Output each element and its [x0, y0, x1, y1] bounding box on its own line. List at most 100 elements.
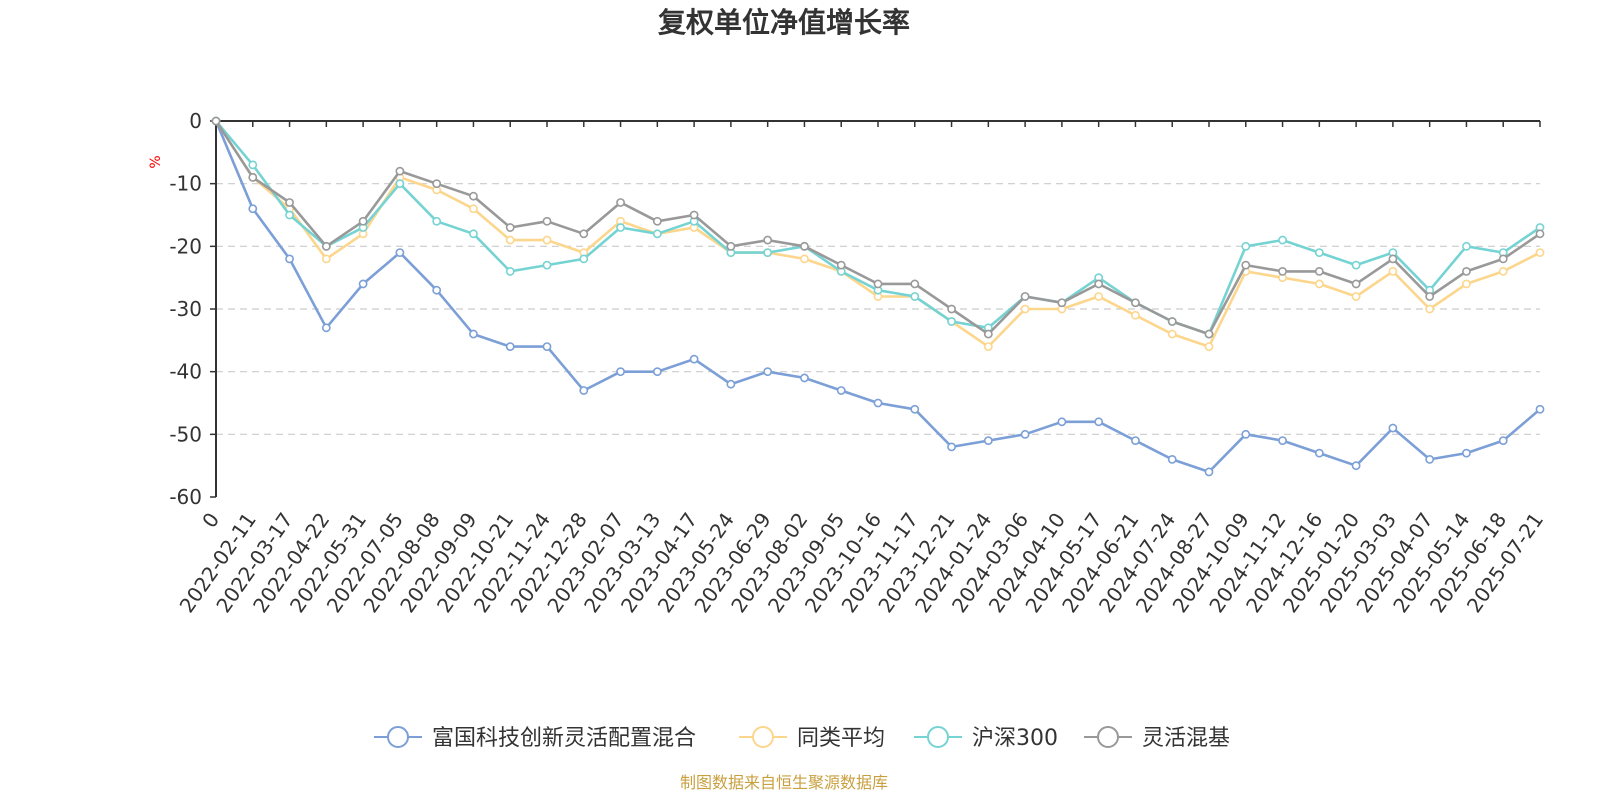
data-point	[1388, 266, 1398, 276]
data-point	[1388, 423, 1398, 433]
data-point	[983, 329, 993, 339]
data-point	[1314, 266, 1324, 276]
data-point	[211, 116, 221, 126]
data-point	[873, 398, 883, 408]
series-line	[214, 119, 1542, 348]
data-point	[1020, 292, 1030, 301]
data-point	[285, 198, 294, 207]
data-point	[1388, 254, 1398, 264]
data-point	[1314, 248, 1324, 257]
data-point	[1425, 292, 1435, 301]
data-point	[763, 235, 773, 245]
data-point	[1241, 429, 1251, 439]
data-point	[1462, 448, 1471, 458]
legend-circle-icon	[752, 726, 774, 748]
data-point	[983, 342, 993, 351]
series-layer	[211, 116, 1545, 477]
series-group	[211, 116, 1545, 351]
data-point	[1462, 279, 1471, 289]
data-point	[358, 279, 368, 289]
data-point	[395, 248, 405, 257]
legend[interactable]: 富国科技创新灵活配置混合 同类平均 沪深300 灵活混基	[374, 726, 1230, 751]
data-point	[1351, 292, 1361, 301]
data-point	[1278, 436, 1287, 445]
data-point	[947, 442, 956, 452]
data-point	[285, 254, 294, 264]
data-point	[321, 323, 331, 333]
data-point	[1167, 329, 1177, 339]
legend-item[interactable]: 富国科技创新灵活配置混合	[374, 726, 696, 751]
data-point	[1425, 454, 1435, 464]
data-point	[1278, 266, 1287, 276]
data-point	[542, 235, 552, 245]
source-note: 制图数据来自恒生聚源数据库	[680, 773, 888, 792]
y-tick-label: -60	[169, 485, 202, 509]
data-point	[763, 367, 773, 377]
data-point	[1020, 429, 1030, 439]
legend-item[interactable]: 沪深300	[914, 726, 1058, 751]
y-tick-label: -10	[169, 172, 202, 196]
data-point	[1351, 260, 1361, 270]
data-point	[1425, 304, 1435, 314]
legend-item[interactable]: 灵活混基	[1084, 726, 1230, 751]
data-point	[800, 373, 809, 383]
data-point	[1131, 310, 1140, 320]
data-point	[1351, 279, 1361, 289]
data-point	[836, 260, 846, 270]
data-point	[763, 248, 773, 257]
data-point	[800, 254, 809, 264]
grid-layer	[216, 183, 1540, 435]
legend-item[interactable]: 同类平均	[739, 726, 885, 751]
data-point	[469, 204, 478, 214]
y-tick-label: -20	[169, 234, 202, 258]
data-point	[505, 223, 515, 232]
y-tick-label: 0	[189, 109, 202, 133]
data-point	[1498, 266, 1508, 276]
data-point	[505, 266, 515, 276]
y-tick-label: -50	[169, 422, 202, 446]
data-point	[579, 229, 589, 239]
data-point	[1535, 248, 1545, 257]
legend-circle-icon	[1097, 726, 1119, 748]
data-point	[432, 179, 442, 189]
data-point	[726, 241, 736, 251]
legend-label: 同类平均	[797, 726, 885, 751]
series-line	[214, 119, 1542, 336]
data-point	[1462, 241, 1471, 251]
data-point	[542, 260, 552, 270]
data-point	[1241, 241, 1251, 251]
data-point	[1535, 404, 1545, 414]
data-point	[652, 229, 662, 239]
data-point	[616, 223, 625, 232]
data-point	[1131, 436, 1140, 445]
data-point	[1094, 417, 1104, 427]
data-point	[947, 304, 956, 314]
data-point	[910, 279, 920, 289]
data-point	[248, 172, 258, 182]
data-point	[1204, 467, 1214, 477]
data-point	[395, 166, 405, 176]
data-point	[1278, 235, 1287, 245]
data-point	[321, 241, 331, 251]
data-point	[469, 329, 478, 339]
data-point	[285, 210, 294, 220]
data-point	[1204, 329, 1214, 339]
legend-label: 沪深300	[972, 726, 1058, 751]
data-point	[1498, 436, 1508, 445]
y-tick-label: -30	[169, 297, 202, 321]
data-point	[652, 216, 662, 226]
data-point	[689, 354, 699, 364]
data-point	[469, 191, 478, 201]
data-point	[1167, 454, 1177, 464]
chart-title: 复权单位净值增长率	[658, 6, 910, 39]
data-point	[1498, 254, 1508, 264]
x-tick-label: 0	[197, 508, 224, 532]
data-point	[1314, 448, 1324, 458]
data-point	[1094, 279, 1104, 289]
data-point	[1167, 317, 1177, 326]
data-point	[910, 292, 920, 301]
data-point	[469, 229, 478, 239]
data-point	[432, 216, 442, 226]
data-point	[836, 386, 846, 395]
